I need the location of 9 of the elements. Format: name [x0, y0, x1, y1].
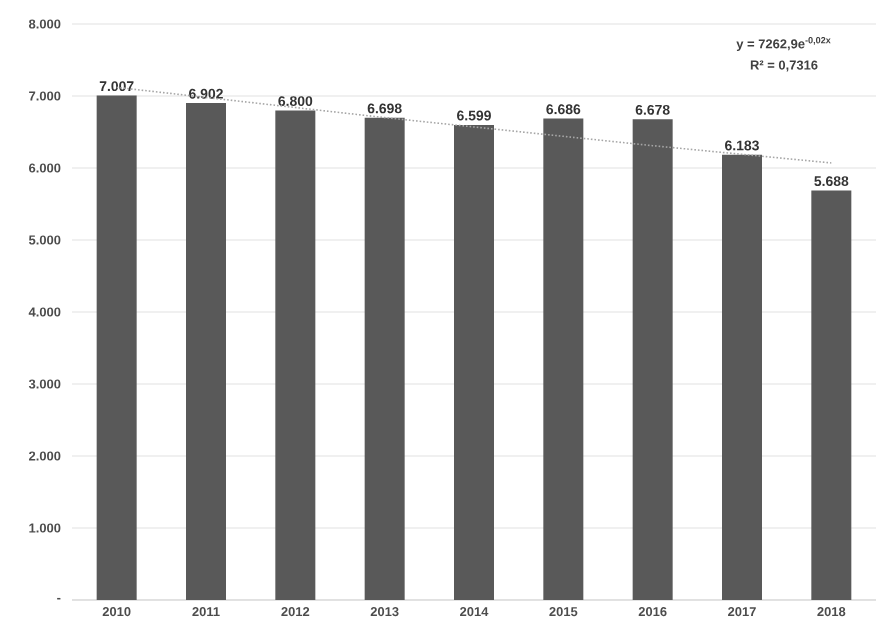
- bar: [364, 117, 405, 600]
- bar: [186, 103, 226, 600]
- bar: [811, 190, 852, 600]
- bar: [96, 95, 137, 600]
- bar: [632, 119, 673, 600]
- bar: [275, 110, 316, 600]
- bar: [722, 154, 762, 600]
- bar: [543, 118, 584, 600]
- bar: [454, 124, 494, 600]
